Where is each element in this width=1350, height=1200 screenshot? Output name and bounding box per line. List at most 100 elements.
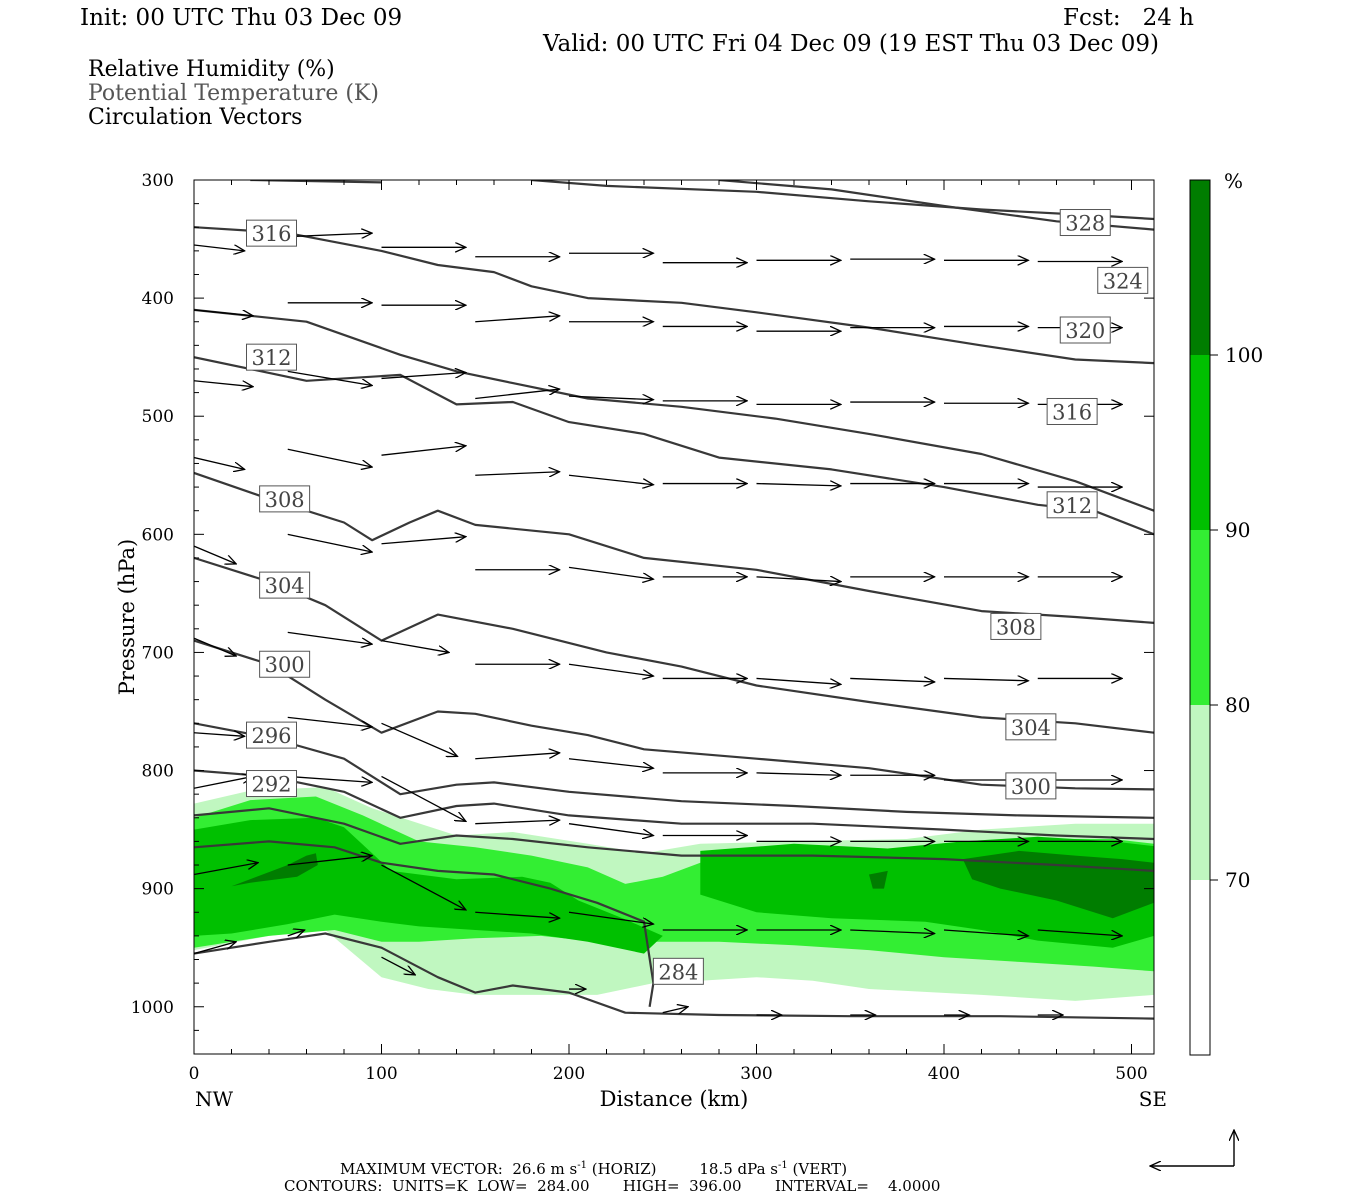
contour-label-316-0: 316 — [246, 219, 297, 247]
x-axis-label: Distance (km) — [600, 1087, 749, 1111]
contour-label-box — [1059, 316, 1111, 344]
circulation-vector-44 — [568, 566, 653, 579]
circulation-vector-88 — [943, 929, 1028, 936]
circulation-vector-51 — [287, 631, 372, 644]
circulation-vector-66 — [756, 773, 841, 775]
contour-label-box — [246, 219, 297, 247]
circulation-vectors — [194, 233, 1122, 1015]
contour-label-text: 316 — [1052, 400, 1092, 424]
y-tick-label-500: 500 — [142, 407, 174, 427]
contour-label-box — [246, 343, 297, 371]
colorbar-label-100: 100 — [1225, 343, 1263, 367]
y-tick-label-600: 600 — [142, 525, 174, 545]
circulation-vector-33 — [475, 472, 559, 476]
contour-label-text: 308 — [265, 488, 305, 512]
circulation-vector-63 — [475, 753, 559, 760]
isentrope-line-7 — [194, 556, 1154, 734]
contour-label-text: 304 — [265, 574, 305, 598]
circulation-vector-10 — [194, 309, 253, 316]
x-tick-label-100: 100 — [365, 1064, 397, 1084]
circulation-vector-92 — [381, 956, 416, 975]
y-tick-label-1000: 1000 — [131, 998, 174, 1018]
legend-theta: Potential Temperature (K) — [88, 81, 379, 106]
contour-label-box — [246, 721, 297, 749]
contour-label-328-1: 328 — [1059, 209, 1111, 237]
colorbar-swatch-4 — [1190, 880, 1210, 1055]
colorbar-swatch-0 — [1190, 180, 1210, 355]
circulation-vector-21 — [287, 370, 372, 385]
circulation-vector-80 — [194, 863, 258, 876]
contour-label-text: 324 — [1103, 269, 1143, 293]
unit-exponent-horiz: -1 — [577, 1160, 587, 1171]
contour-label-text: 316 — [251, 222, 291, 246]
colorbar-unit: % — [1224, 169, 1243, 193]
isentrope-line-13 — [194, 932, 1154, 1020]
colorbar-swatch-1 — [1190, 355, 1210, 530]
circulation-vector-30 — [194, 456, 245, 470]
contour-label-box — [1046, 397, 1098, 425]
circulation-vector-82 — [381, 864, 466, 910]
x-tick-label-500: 500 — [1115, 1064, 1147, 1084]
rh-area-90-2 — [194, 817, 663, 954]
colorbar-label-90: 90 — [1225, 518, 1250, 542]
x-tick-label-400: 400 — [928, 1064, 960, 1084]
colorbar-swatch-2 — [1190, 530, 1210, 705]
colorbar-label-70: 70 — [1225, 868, 1250, 892]
rh-area-100-5 — [869, 870, 888, 889]
contour-label-box — [1059, 209, 1111, 237]
circulation-vector-74 — [568, 823, 653, 836]
plot-frame — [193, 179, 1155, 1055]
contour-label-text: 300 — [265, 653, 305, 677]
circulation-vector-83 — [475, 911, 559, 918]
x-tick-label-200: 200 — [553, 1064, 585, 1084]
y-tick-label-700: 700 — [142, 643, 174, 663]
contour-labels: 316 328 324 320 312 316 312 308 304 308 300 304 296 2… — [246, 209, 1149, 985]
circulation-vector-91 — [287, 930, 305, 936]
circulation-vector-36 — [756, 484, 841, 486]
y-tick-label-900: 900 — [142, 880, 174, 900]
contour-label-box — [259, 485, 311, 513]
contours-note: CONTOURS: UNITS=K LOW= 284.00 HIGH= 396.… — [284, 1177, 941, 1195]
circulation-vector-81 — [287, 856, 372, 866]
circulation-vector-60 — [194, 733, 245, 737]
contour-label-292-13: 292 — [246, 770, 297, 798]
max-vector-vert-label: (HORIZ) 18.5 dPa s — [586, 1160, 778, 1178]
contour-label-text: 308 — [996, 615, 1036, 639]
contour-label-text: 312 — [251, 346, 291, 370]
colorbar-swatch-3 — [1190, 705, 1210, 880]
x-tick-label-0: 0 — [189, 1064, 200, 1084]
circulation-vector-54 — [568, 663, 653, 676]
circulation-vector-84 — [568, 911, 653, 924]
circulation-vector-57 — [850, 678, 934, 682]
circulation-vector-20 — [194, 380, 253, 387]
contour-label-284-15: 284 — [652, 957, 704, 985]
y-axis-label: Pressure (hPa) — [115, 539, 139, 695]
y-tick-label-300: 300 — [142, 171, 174, 191]
contour-label-308-7: 308 — [259, 485, 311, 513]
contour-label-316-5: 316 — [1046, 397, 1098, 425]
contour-label-300-10: 300 — [259, 650, 311, 678]
axes-ticks: 300 400 500 600 700 800 900 1000 0 100 200 300 400 50… — [131, 171, 1154, 1084]
contour-label-text: 296 — [251, 724, 291, 748]
legend-vectors: Circulation Vectors — [88, 105, 303, 130]
contour-label-304-11: 304 — [1005, 713, 1057, 741]
isentrope-line-5 — [194, 356, 1154, 536]
y-tick-label-800: 800 — [142, 762, 174, 782]
y-tick-label-400: 400 — [142, 289, 174, 309]
contour-label-text: 312 — [1052, 494, 1092, 518]
rh-area-100-4 — [231, 853, 318, 887]
contour-label-300-14: 300 — [1005, 772, 1057, 800]
init-time: Init: 00 UTC Thu 03 Dec 09 — [80, 5, 403, 31]
circulation-vector-71 — [287, 775, 372, 782]
circulation-vector-62 — [381, 722, 458, 756]
circulation-vector-42 — [381, 537, 466, 545]
contour-label-296-12: 296 — [246, 721, 297, 749]
contour-label-box — [259, 571, 311, 599]
contour-label-304-8: 304 — [259, 571, 311, 599]
circulation-vector-13 — [475, 316, 559, 323]
circulation-vector-72 — [381, 775, 466, 821]
colorbar: 100 90 80 70 — [1189, 179, 1263, 1056]
circulation-vector-94 — [662, 1007, 688, 1013]
colorbar-label-80: 80 — [1225, 693, 1250, 717]
circulation-vector-87 — [850, 930, 934, 934]
